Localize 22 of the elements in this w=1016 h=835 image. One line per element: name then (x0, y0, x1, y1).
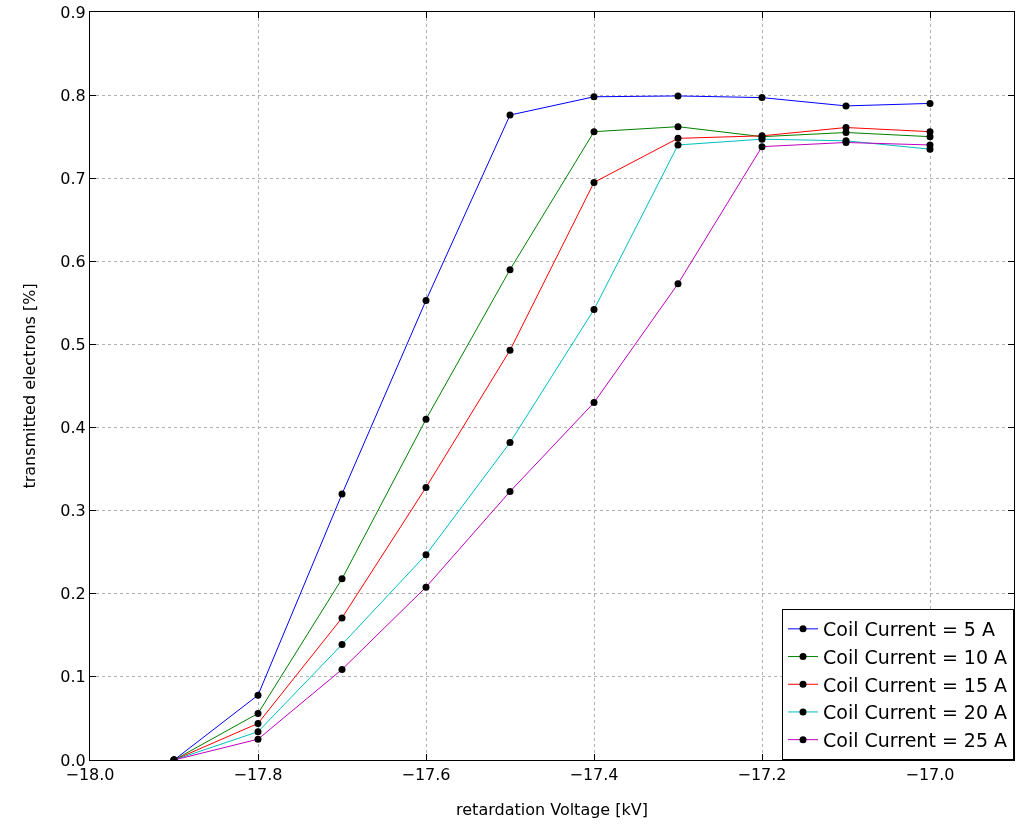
y-tick-label: 0.7 (60, 168, 86, 188)
legend-label: Coil Current = 5 A (823, 618, 995, 641)
x-tick-label: −17.0 (905, 765, 955, 785)
y-tick-label: 0.1 (60, 667, 86, 687)
y-tick-label: 0.6 (60, 251, 86, 271)
legend-label: Coil Current = 15 A (823, 673, 1008, 696)
x-tick-label: −17.8 (233, 765, 283, 785)
x-tick-label: −17.2 (737, 765, 787, 785)
y-tick-label: 0.2 (60, 584, 86, 604)
legend-label: Coil Current = 25 A (823, 729, 1008, 752)
y-tick-label: 0.5 (60, 335, 86, 355)
y-tick-label: 0.4 (60, 418, 86, 438)
x-tick-label: −17.6 (401, 765, 451, 785)
y-tick-label: 0.9 (60, 2, 86, 22)
y-tick-label: 0.8 (60, 85, 86, 105)
x-tick-label: −18.0 (65, 765, 115, 785)
y-axis-title: transmitted electrons [%] (20, 283, 40, 489)
y-tick-label: 0.3 (60, 501, 86, 521)
legend-label: Coil Current = 10 A (823, 645, 1008, 668)
legend-label: Coil Current = 20 A (823, 701, 1008, 724)
x-tick-label: −17.4 (569, 765, 619, 785)
x-axis-title: retardation Voltage [kV] (456, 799, 648, 819)
